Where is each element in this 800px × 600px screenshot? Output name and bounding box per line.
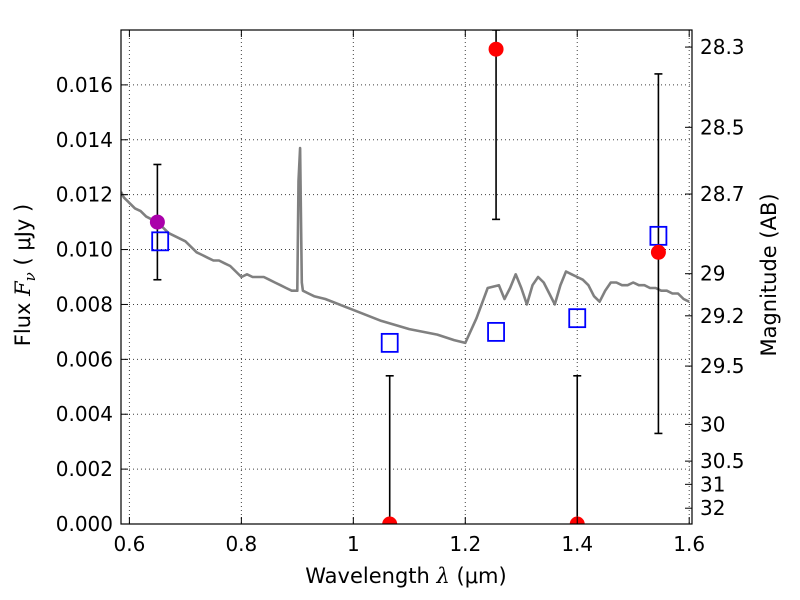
x-tick-label: 1.4 [561,532,593,556]
y2-axis-label: Magnitude (AB) [757,193,781,356]
grid [121,30,692,525]
observed-flux-point [382,516,398,524]
y2-tick-label: 30.5 [700,449,745,473]
y2-tick-label: 28.7 [700,182,745,206]
y2-tick-label: 29.2 [700,304,745,328]
y-tick-label: 0.002 [56,457,113,481]
x-axis-label: Wavelength λ (μm) [305,564,506,588]
model-flux-square [151,231,170,252]
observed-flux-point [149,214,165,230]
y2-tick-label: 29.5 [700,354,745,378]
x-tick-label: 1.2 [449,532,481,556]
observed-flux-point [650,244,666,260]
y2-tick-label: 28.3 [700,35,745,59]
plot-area [121,30,690,524]
tick-marks [121,30,692,525]
y-axis-label: Flux Fν ( μJy ) [11,204,39,346]
y2-tick-label: 32 [700,496,725,520]
x-tick-label: 0.6 [113,532,145,556]
observed-flux-point [488,41,504,57]
model-flux-square [380,332,399,353]
y-tick-label: 0.000 [56,512,113,536]
axes-frame [120,29,693,525]
y2-tick-label: 30 [700,412,725,436]
y-tick-label: 0.006 [56,347,113,371]
y-tick-label: 0.016 [56,73,113,97]
y-tick-label: 0.012 [56,183,113,207]
model-flux-square [487,321,505,342]
model-spectrum-line [121,146,690,345]
x-tick-label: 0.8 [225,532,257,556]
y-tick-label: 0.008 [56,292,113,316]
y-tick-label: 0.010 [56,238,113,262]
x-tick-label: 1.6 [673,532,705,556]
x-tick-label: 1 [347,532,360,556]
tick-labels: 0.6 0.8 1 1.2 1.4 1.6 0.000 0.002 0.004 0.006 0.00… [56,35,745,556]
y2-tick-label: 31 [700,472,725,496]
y-tick-label: 0.014 [56,128,113,152]
y2-tick-label: 29 [700,262,725,286]
y-tick-label: 0.004 [56,402,113,426]
plot-contents [121,30,690,524]
y2-tick-label: 28.5 [700,115,745,139]
model-flux-square [568,308,587,329]
